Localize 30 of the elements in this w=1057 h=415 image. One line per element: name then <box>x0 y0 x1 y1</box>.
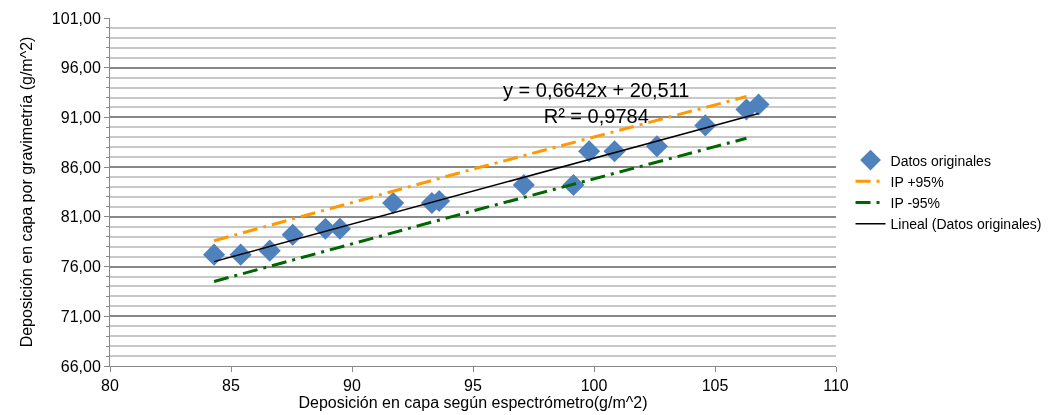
point <box>645 135 668 158</box>
y-tick-label: 81,00 <box>60 208 101 226</box>
point <box>578 140 601 163</box>
x-tick-label: 90 <box>343 377 361 395</box>
legend-label: Datos originales <box>890 152 991 169</box>
x-tick-label: 85 <box>222 377 240 395</box>
legend-label: Lineal (Datos originales) <box>890 216 1042 233</box>
y-tick-label: 101,00 <box>51 9 101 27</box>
y-tick-label: 96,00 <box>60 59 101 77</box>
x-tick-label: 105 <box>701 377 729 395</box>
point <box>203 243 226 266</box>
x-tick-label: 110 <box>823 377 849 395</box>
y-tick-label: 71,00 <box>60 307 101 325</box>
y-tick-label: 86,00 <box>60 158 101 176</box>
y-tick-label: 76,00 <box>60 258 101 276</box>
point <box>512 173 535 197</box>
x-tick-label: 80 <box>101 377 119 395</box>
point <box>258 239 281 262</box>
point <box>747 93 770 116</box>
x-tick-label: 95 <box>464 377 482 395</box>
legend-label: IP +95% <box>890 173 944 190</box>
annotation: y = 0,6642x + 20,511 R² = 0,9784 <box>503 79 690 127</box>
point <box>382 191 405 214</box>
legend-label: IP -95% <box>890 194 941 211</box>
y-tick-label: 91,00 <box>60 109 101 127</box>
x-axis-title: Deposición en capa según espectrómetro(g/m^2) <box>298 394 648 412</box>
y-axis-title: Deposición en capa por gravimetría (g/m^2) <box>17 36 35 348</box>
x-tick-label: 100 <box>580 377 608 395</box>
y-tick-label: 66,00 <box>60 357 101 375</box>
point <box>281 223 304 246</box>
